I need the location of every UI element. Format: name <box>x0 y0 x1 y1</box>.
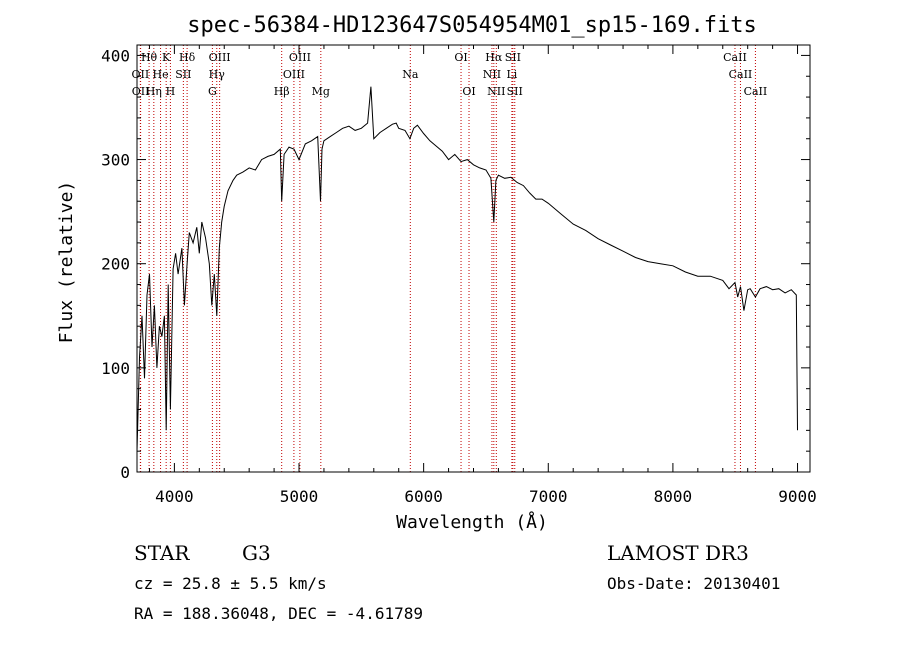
y-tick-label: 300 <box>101 151 130 170</box>
line-label-17: CaII <box>729 68 753 81</box>
plot-frame <box>136 44 811 473</box>
x-tick-label: 8000 <box>654 487 693 506</box>
y-tick-label: 0 <box>120 463 130 482</box>
line-label-14: Na <box>402 68 419 81</box>
line-label-9: OII <box>132 68 150 81</box>
line-label-19: Hη <box>146 85 162 98</box>
line-label-10: He <box>153 68 169 81</box>
object-subclass: G3 <box>242 541 271 565</box>
line-label-23: Mg <box>312 85 330 98</box>
line-label-8: CaII <box>723 51 747 64</box>
x-tick-label: 5000 <box>280 487 319 506</box>
y-axis-label: Flux (relative) <box>56 181 77 344</box>
line-label-5: OI <box>454 51 467 64</box>
x-axis-ticks: 4000 5000 6000 7000 8000 9000 <box>148 45 817 506</box>
line-label-2: Hδ <box>179 51 196 64</box>
chart-title: spec-56384-HD123647S054954M01_sp15-169.f… <box>187 13 757 38</box>
line-label-11: SII <box>175 68 191 81</box>
line-label-1: K <box>162 51 171 64</box>
line-label-4: OIII <box>289 51 311 64</box>
y-tick-label: 200 <box>101 255 130 274</box>
y-tick-label: 400 <box>101 46 130 65</box>
emission-line-markers <box>139 45 756 472</box>
observation-date: Obs-Date: 20130401 <box>607 574 780 593</box>
line-label-24: OI <box>462 85 475 98</box>
x-tick-label: 9000 <box>778 487 817 506</box>
line-label-25: NII <box>487 85 505 98</box>
line-label-6: Hα <box>485 51 503 64</box>
line-label-13: OIII <box>283 68 305 81</box>
object-class: STAR <box>134 541 190 565</box>
line-label-26: SII <box>507 85 523 98</box>
line-label-15: NII <box>483 68 501 81</box>
x-tick-label: 6000 <box>404 487 443 506</box>
line-label-20: H <box>166 85 176 98</box>
line-label-0: Hθ <box>141 51 158 64</box>
spectrum-series-line <box>136 86 798 452</box>
x-tick-label: 7000 <box>529 487 568 506</box>
y-tick-label: 100 <box>101 359 130 378</box>
line-label-12: Hγ <box>209 68 226 81</box>
survey-name: LAMOST DR3 <box>607 541 749 565</box>
x-tick-label: 4000 <box>155 487 194 506</box>
redshift-cz: cz = 25.8 ± 5.5 km/s <box>134 574 327 593</box>
line-label-18: OII <box>132 85 150 98</box>
line-label-27: CaII <box>744 85 768 98</box>
sky-coordinates: RA = 188.36048, DEC = -4.61789 <box>134 604 423 623</box>
line-label-7: SII <box>505 51 521 64</box>
x-axis-label: Wavelength (Å) <box>396 511 548 533</box>
line-label-22: Hβ <box>274 85 290 98</box>
line-label-21: G <box>208 85 217 98</box>
y-axis-ticks: 0 100 200 300 400 <box>101 46 810 482</box>
line-label-16: Li <box>506 68 517 81</box>
line-label-3: OIII <box>209 51 231 64</box>
